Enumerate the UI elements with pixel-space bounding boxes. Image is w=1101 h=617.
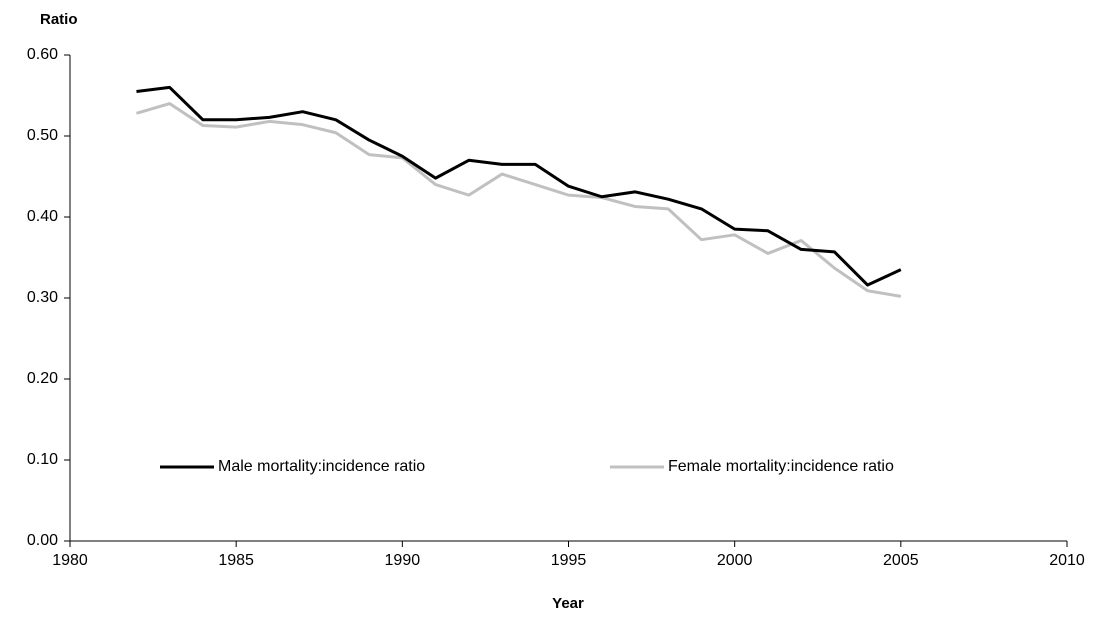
series-line bbox=[136, 85, 902, 287]
y-tick-label: 0.50 bbox=[27, 127, 58, 144]
y-tick-label: 0.60 bbox=[27, 46, 58, 63]
legend-label: Male mortality:incidence ratio bbox=[218, 458, 425, 475]
x-tick-label: 2005 bbox=[883, 552, 919, 569]
y-tick-label: 0.10 bbox=[27, 451, 58, 468]
x-tick-label: 1995 bbox=[551, 552, 587, 569]
y-tick-label: 0.30 bbox=[27, 289, 58, 306]
y-tick-label: 0.20 bbox=[27, 370, 58, 387]
x-tick-label: 2000 bbox=[717, 552, 753, 569]
x-tick-label: 1990 bbox=[385, 552, 421, 569]
x-tick-label: 1980 bbox=[52, 552, 88, 569]
y-tick-label: 0.40 bbox=[27, 208, 58, 225]
y-tick-label: 0.00 bbox=[27, 532, 58, 549]
x-tick-label: 1985 bbox=[218, 552, 254, 569]
x-axis-title: Year bbox=[552, 595, 584, 612]
series-line bbox=[136, 102, 902, 298]
legend-label: Female mortality:incidence ratio bbox=[668, 458, 894, 475]
x-tick-label: 2010 bbox=[1049, 552, 1085, 569]
y-axis-title: Ratio bbox=[40, 11, 78, 28]
